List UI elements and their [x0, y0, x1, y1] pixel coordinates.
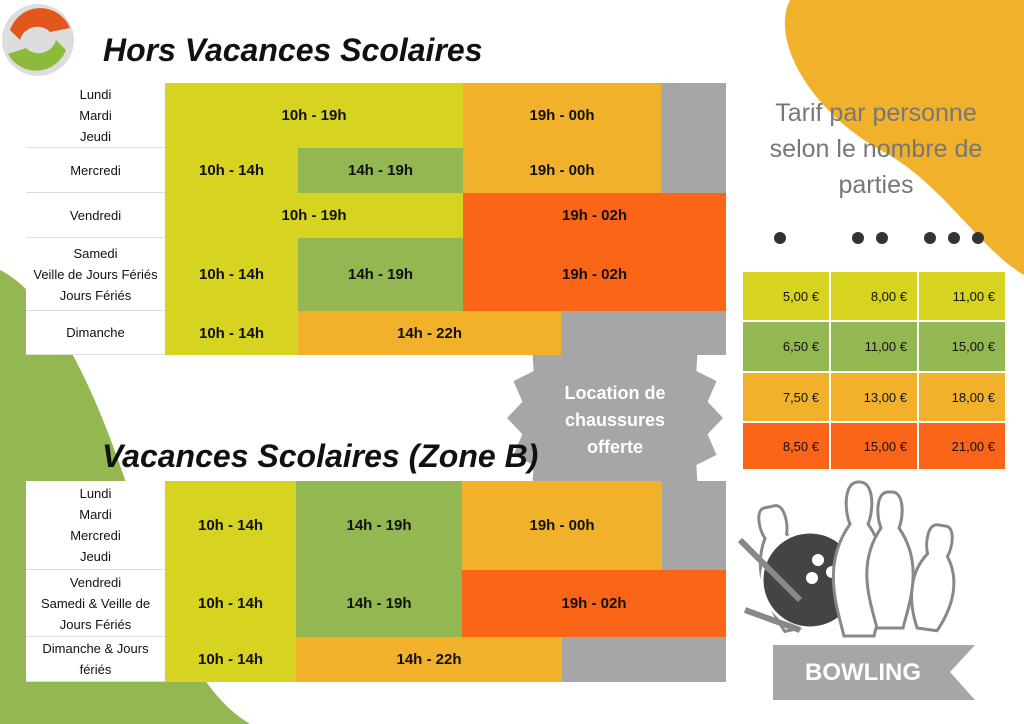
label-line: Jeudi: [79, 549, 112, 564]
label-line: Samedi: [73, 245, 118, 261]
row-label: Lundi Mardi Mercredi Jeudi: [26, 481, 165, 570]
time-cell: 10h - 14h: [165, 481, 296, 570]
label-line: Samedi & Veille de: [40, 595, 151, 611]
price-cell: 13,00 €: [830, 372, 918, 422]
badge-text: Location de chaussures offerte: [535, 380, 695, 461]
time-cell: 10h - 14h: [165, 238, 298, 311]
time-cell: [661, 148, 726, 193]
label-line: Jours Fériés: [59, 287, 132, 303]
row-label: Samedi Veille de Jours Fériés Jours Fériés: [26, 238, 165, 311]
time-cell: [662, 481, 726, 570]
time-cell: 10h - 14h: [165, 148, 298, 193]
time-cell: 14h - 19h: [296, 570, 462, 637]
ribbon: [773, 645, 975, 700]
label-line: Vendredi: [69, 207, 122, 223]
time-cell: 10h - 19h: [165, 193, 463, 238]
label-line: Vendredi: [69, 574, 122, 590]
price-cell: 6,50 €: [742, 321, 830, 372]
tariff-title-line: selon le nombre de: [769, 135, 983, 163]
time-cell: 10h - 14h: [165, 311, 298, 355]
price-cell: 18,00 €: [918, 372, 1006, 422]
row-label: Mercredi: [26, 148, 165, 193]
yellow-shape: [784, 0, 1024, 275]
title: Hors Vacances Scolaires: [103, 32, 483, 68]
ribbon-text: BOWLING: [805, 658, 921, 686]
label-line: Mardi: [79, 507, 112, 522]
price-cell: 11,00 €: [918, 271, 1006, 321]
time-cell: 14h - 19h: [296, 481, 462, 570]
bowling-graphic: [737, 480, 956, 638]
tariff-title-line: parties: [838, 171, 914, 199]
time-cell: [661, 83, 726, 148]
row-label: Vendredi: [26, 193, 165, 238]
row-label: Dimanche & Jours fériés: [26, 637, 165, 682]
time-cell: 19h - 00h: [463, 148, 661, 193]
price-cell: 21,00 €: [918, 422, 1006, 470]
price-cell: 11,00 €: [830, 321, 918, 372]
time-cell: [561, 311, 726, 355]
row-label: Vendredi Samedi & Veille de Jours Fériés: [26, 570, 165, 637]
label-line: Lundi: [79, 86, 112, 102]
time-cell: [562, 637, 726, 682]
badge-line: chaussures: [564, 410, 666, 430]
time-cell: 10h - 14h: [165, 637, 296, 682]
row-label: Lundi Mardi Jeudi: [26, 83, 165, 148]
label-line: Lundi: [79, 486, 112, 501]
row-label: Dimanche: [26, 311, 165, 355]
price-cell: 8,50 €: [742, 422, 830, 470]
time-cell: 19h - 00h: [462, 481, 662, 570]
label-line: Jours Fériés: [59, 616, 132, 632]
time-cell: 19h - 02h: [462, 570, 726, 637]
time-cell: 19h - 00h: [463, 83, 661, 148]
bowling-icons: [774, 232, 984, 244]
time-cell: 19h - 02h: [463, 238, 726, 311]
title: Vacances Scolaires (Zone B): [102, 438, 539, 474]
badge-line: offerte: [586, 437, 643, 457]
label-line: Dimanche: [66, 325, 125, 340]
price-cell: 7,50 €: [742, 372, 830, 422]
label-line: Mercredi: [70, 162, 121, 178]
price-cell: 15,00 €: [830, 422, 918, 470]
tariff-title: Tarif par personne selon le nombre de part…: [745, 95, 1007, 203]
badge-shape: [507, 311, 723, 525]
time-cell: 14h - 19h: [298, 238, 463, 311]
label-line: Jeudi: [79, 128, 112, 144]
label-line: Veille de Jours Fériés: [33, 266, 158, 282]
tariff-title-line: Tarif par personne: [775, 99, 977, 127]
label-line: fériés: [79, 662, 112, 677]
time-cell: 10h - 19h: [165, 83, 463, 148]
time-cell: 19h - 02h: [463, 193, 726, 238]
time-cell: 14h - 22h: [296, 637, 562, 682]
badge-line: Location de: [564, 383, 666, 403]
price-cell: 5,00 €: [742, 271, 830, 321]
time-cell: 14h - 22h: [298, 311, 561, 355]
time-cell: 14h - 19h: [298, 148, 463, 193]
price-cell: 8,00 €: [830, 271, 918, 321]
label-line: Mercredi: [70, 528, 121, 543]
label-line: Dimanche & Jours: [42, 641, 149, 656]
price-cell: 15,00 €: [918, 321, 1006, 372]
time-cell: 10h - 14h: [165, 570, 296, 637]
label-line: Mardi: [79, 107, 112, 123]
